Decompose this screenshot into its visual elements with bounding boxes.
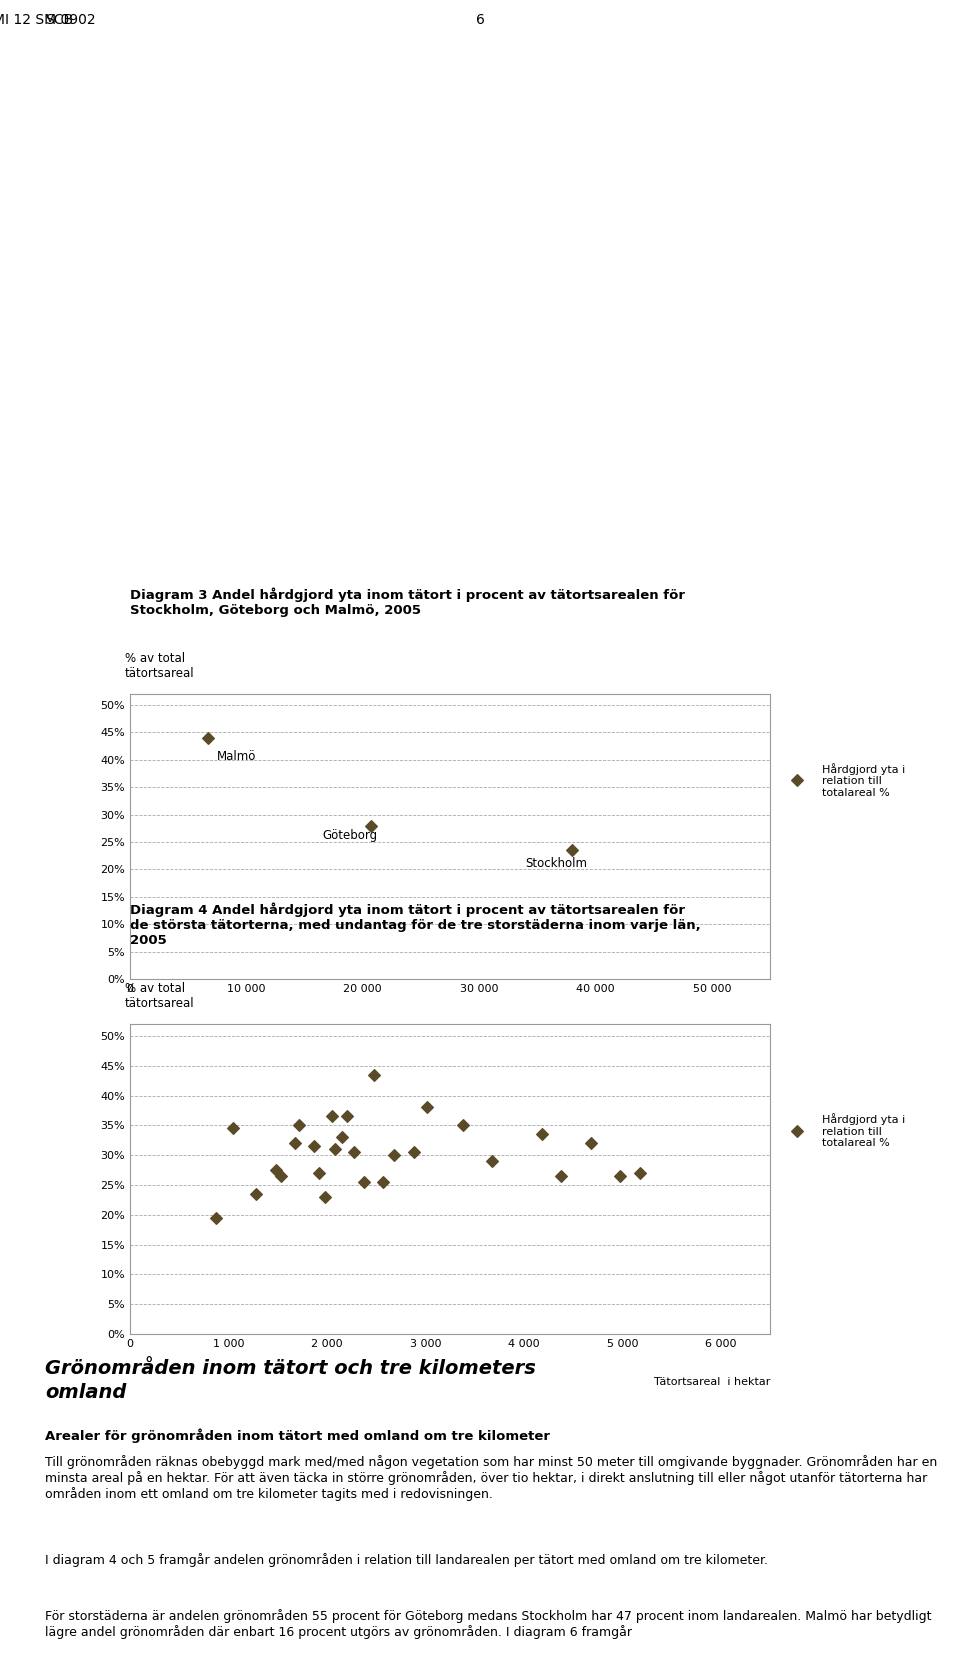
Point <box>288 1130 303 1156</box>
Point <box>324 1103 340 1130</box>
Point <box>357 1168 372 1195</box>
Point <box>347 1138 362 1165</box>
Text: % av total
tätortsareal: % av total tätortsareal <box>125 982 195 1010</box>
Text: Tätortsareal  i hektar: Tätortsareal i hektar <box>654 1378 770 1388</box>
Point <box>334 1123 349 1150</box>
Text: Hårdgjord yta i
relation till
totalareal %: Hårdgjord yta i relation till totalareal… <box>823 1113 905 1148</box>
Text: Grönområden inom tätort och tre kilometers
omland: Grönområden inom tätort och tre kilomete… <box>45 1359 536 1401</box>
Text: Till grönområden räknas obebyggd mark med/med någon vegetation som har minst 50 : Till grönområden räknas obebyggd mark me… <box>45 1454 937 1501</box>
Point <box>554 1163 569 1190</box>
Text: MI 12 SM 0902: MI 12 SM 0902 <box>0 13 95 27</box>
Text: I diagram 4 och 5 framgår andelen grönområden i relation till landarealen per tä: I diagram 4 och 5 framgår andelen grönom… <box>45 1554 768 1567</box>
Text: % av total
tätortsareal: % av total tätortsareal <box>125 652 195 681</box>
Point <box>367 1062 382 1088</box>
Point <box>534 1122 549 1148</box>
Point <box>633 1160 648 1186</box>
Point <box>485 1148 500 1175</box>
Text: Diagram 3 Andel hårdgjord yta inom tätort i procent av tätortsarealen för
Stockh: Diagram 3 Andel hårdgjord yta inom tätor… <box>130 587 685 617</box>
Point <box>306 1133 322 1160</box>
Point <box>455 1112 470 1138</box>
Text: Arealer för grönområden inom tätort med omland om tre kilometer: Arealer för grönområden inom tätort med … <box>45 1428 550 1443</box>
Point <box>208 1205 224 1231</box>
Point <box>406 1138 421 1165</box>
Point <box>249 1180 264 1206</box>
Point <box>339 1103 354 1130</box>
Text: Diagram 4 Andel hårdgjord yta inom tätort i procent av tätortsarealen för
de stö: Diagram 4 Andel hårdgjord yta inom tätor… <box>130 902 701 947</box>
Point <box>375 1168 391 1195</box>
Point <box>420 1095 435 1122</box>
Point <box>292 1112 307 1138</box>
Point <box>317 1183 332 1210</box>
Text: För storstäderna är andelen grönområden 55 procent för Göteborg medans Stockholm: För storstäderna är andelen grönområden … <box>45 1609 931 1639</box>
Point <box>564 837 580 864</box>
Point <box>386 1142 401 1168</box>
Point <box>363 812 378 839</box>
Text: Stockholm: Stockholm <box>526 857 588 870</box>
Text: 6: 6 <box>475 13 485 27</box>
Point <box>273 1163 288 1190</box>
Point <box>226 1115 241 1142</box>
Text: Tätortsareal  i hektar: Tätortsareal i hektar <box>654 1027 770 1037</box>
Point <box>268 1156 283 1183</box>
Text: Malmö: Malmö <box>217 750 256 762</box>
Point <box>583 1130 598 1156</box>
Text: Göteborg: Göteborg <box>322 829 377 842</box>
Text: SCB: SCB <box>45 13 73 27</box>
Point <box>201 724 216 750</box>
Point <box>311 1160 326 1186</box>
Text: Hårdgjord yta i
relation till
totalareal %: Hårdgjord yta i relation till totalareal… <box>823 762 905 797</box>
Point <box>327 1137 343 1163</box>
Point <box>612 1163 628 1190</box>
